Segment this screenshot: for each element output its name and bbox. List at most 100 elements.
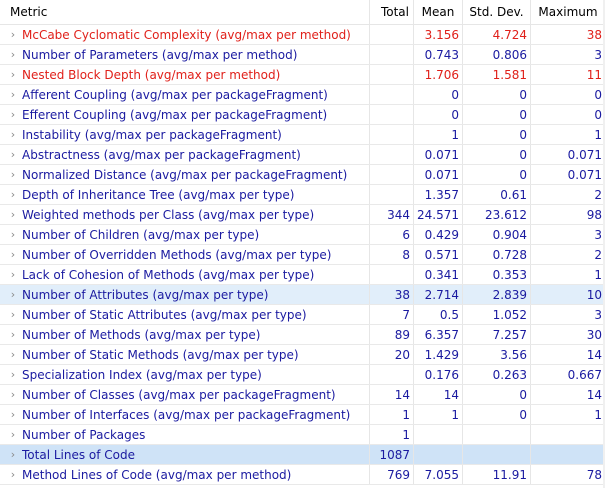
- total-cell: 769: [370, 465, 414, 484]
- table-row[interactable]: › Number of Overridden Methods (avg/max p…: [0, 245, 605, 265]
- maximum-cell: 3: [594, 47, 602, 62]
- header-label: Total: [380, 5, 409, 19]
- chevron-right-icon[interactable]: ›: [10, 268, 16, 281]
- chevron-right-icon[interactable]: ›: [10, 448, 16, 461]
- mean-cell: 3.156: [414, 25, 463, 44]
- chevron-right-icon[interactable]: ›: [10, 28, 16, 41]
- table-row[interactable]: › Number of Attributes (avg/max per type)…: [0, 285, 605, 305]
- column-header-mean[interactable]: Mean: [414, 0, 463, 24]
- chevron-right-icon[interactable]: ›: [10, 428, 16, 441]
- chevron-right-icon[interactable]: ›: [10, 208, 16, 221]
- total-cell: [370, 145, 414, 164]
- mean-cell: 1: [414, 405, 463, 424]
- maximum-cell: 2: [594, 187, 602, 202]
- metric-label: Nested Block Depth (avg/max per method): [22, 67, 281, 82]
- table-row[interactable]: › Method Lines of Code (avg/max per metho…: [0, 465, 605, 485]
- table-row[interactable]: › Number of Parameters (avg/max per metho…: [0, 45, 605, 65]
- chevron-right-icon[interactable]: ›: [10, 68, 16, 81]
- mean-cell: 0.071: [414, 145, 463, 164]
- maximum-cell: 14: [586, 387, 602, 402]
- header-label: Mean: [421, 5, 455, 19]
- maximum-cell: 98: [586, 207, 602, 222]
- table-row[interactable]: › Depth of Inheritance Tree (avg/max per …: [0, 185, 605, 205]
- chevron-right-icon[interactable]: ›: [10, 108, 16, 121]
- table-row[interactable]: › Number of Methods (avg/max per type) 89 6…: [0, 325, 605, 345]
- table-row[interactable]: › Instability (avg/max per packageFragmen…: [0, 125, 605, 145]
- table-row[interactable]: › Number of Interfaces (avg/max per packa…: [0, 405, 605, 425]
- total-cell: [370, 265, 414, 284]
- chevron-right-icon[interactable]: ›: [10, 248, 16, 261]
- column-header-std-dev[interactable]: Std. Dev.: [463, 0, 531, 24]
- table-row[interactable]: › Lack of Cohesion of Methods (avg/max pe…: [0, 265, 605, 285]
- column-header-metric[interactable]: Metric: [0, 0, 370, 24]
- metric-cell: › Number of Methods (avg/max per type): [0, 325, 370, 344]
- total-cell: [370, 125, 414, 144]
- metric-label: Number of Interfaces (avg/max per packag…: [22, 407, 351, 422]
- total-cell: 89: [370, 325, 414, 344]
- table-row[interactable]: › Number of Packages 1: [0, 425, 605, 445]
- total-cell: [370, 105, 414, 124]
- chevron-right-icon[interactable]: ›: [10, 188, 16, 201]
- column-header-total[interactable]: Total: [370, 0, 414, 24]
- mean-cell: 2.714: [414, 285, 463, 304]
- table-row[interactable]: › Afferent Coupling (avg/max per packageF…: [0, 85, 605, 105]
- metric-label: Number of Packages: [22, 427, 146, 442]
- metric-cell: › Normalized Distance (avg/max per packag…: [0, 165, 370, 184]
- chevron-right-icon[interactable]: ›: [10, 128, 16, 141]
- std-dev-cell: 1.052: [463, 305, 531, 324]
- metric-label: Afferent Coupling (avg/max per packageFr…: [22, 87, 328, 102]
- std-dev-cell: 3.56: [463, 345, 531, 364]
- table-row[interactable]: › Abstractness (avg/max per packageFragme…: [0, 145, 605, 165]
- table-body: › McCabe Cyclomatic Complexity (avg/max p…: [0, 25, 605, 485]
- table-row[interactable]: › Nested Block Depth (avg/max per method)…: [0, 65, 605, 85]
- table-row[interactable]: › Total Lines of Code 1087: [0, 445, 605, 465]
- table-row[interactable]: › Specialization Index (avg/max per type)…: [0, 365, 605, 385]
- table-row[interactable]: › Number of Static Methods (avg/max per t…: [0, 345, 605, 365]
- std-dev-cell: 0.728: [463, 245, 531, 264]
- table-row[interactable]: › Normalized Distance (avg/max per packag…: [0, 165, 605, 185]
- table-row[interactable]: › Number of Classes (avg/max per packageF…: [0, 385, 605, 405]
- chevron-right-icon[interactable]: ›: [10, 468, 16, 481]
- chevron-right-icon[interactable]: ›: [10, 168, 16, 181]
- table-row[interactable]: › Number of Static Attributes (avg/max pe…: [0, 305, 605, 325]
- chevron-right-icon[interactable]: ›: [10, 288, 16, 301]
- chevron-right-icon[interactable]: ›: [10, 308, 16, 321]
- table-row[interactable]: › McCabe Cyclomatic Complexity (avg/max p…: [0, 25, 605, 45]
- total-cell: [370, 25, 414, 44]
- std-dev-cell: 1.581: [463, 65, 531, 84]
- metric-cell: › Total Lines of Code: [0, 445, 370, 464]
- total-cell: [370, 185, 414, 204]
- std-dev-cell: 0: [463, 385, 531, 404]
- metric-cell: › Number of Parameters (avg/max per metho…: [0, 45, 370, 64]
- table-row[interactable]: › Efferent Coupling (avg/max per packageF…: [0, 105, 605, 125]
- total-cell: 1087: [370, 445, 414, 464]
- mean-cell: 0.341: [414, 265, 463, 284]
- header-label: Metric: [10, 5, 48, 19]
- chevron-right-icon[interactable]: ›: [10, 228, 16, 241]
- table-row[interactable]: › Weighted methods per Class (avg/max per…: [0, 205, 605, 225]
- vertical-scrollbar[interactable]: [603, 0, 605, 488]
- column-header-maximum[interactable]: Maximum: [531, 0, 605, 24]
- chevron-right-icon[interactable]: ›: [10, 148, 16, 161]
- table-row[interactable]: › Number of Children (avg/max per type) 6 0…: [0, 225, 605, 245]
- metric-label: Number of Attributes (avg/max per type): [22, 287, 269, 302]
- chevron-right-icon[interactable]: ›: [10, 88, 16, 101]
- metric-cell: › Depth of Inheritance Tree (avg/max per …: [0, 185, 370, 204]
- mean-cell: 1.357: [414, 185, 463, 204]
- chevron-right-icon[interactable]: ›: [10, 48, 16, 61]
- header-label: Std. Dev.: [469, 5, 524, 19]
- maximum-cell: 2: [594, 247, 602, 262]
- metric-cell: › Nested Block Depth (avg/max per method): [0, 65, 370, 84]
- chevron-right-icon[interactable]: ›: [10, 368, 16, 381]
- chevron-right-icon[interactable]: ›: [10, 328, 16, 341]
- metric-cell: › Method Lines of Code (avg/max per metho…: [0, 465, 370, 484]
- chevron-right-icon[interactable]: ›: [10, 408, 16, 421]
- chevron-right-icon[interactable]: ›: [10, 348, 16, 361]
- total-cell: [370, 45, 414, 64]
- mean-cell: 7.055: [414, 465, 463, 484]
- total-cell: 344: [370, 205, 414, 224]
- std-dev-cell: 0: [463, 85, 531, 104]
- metric-label: Abstractness (avg/max per packageFragmen…: [22, 147, 301, 162]
- maximum-cell: 0.667: [567, 367, 602, 382]
- chevron-right-icon[interactable]: ›: [10, 388, 16, 401]
